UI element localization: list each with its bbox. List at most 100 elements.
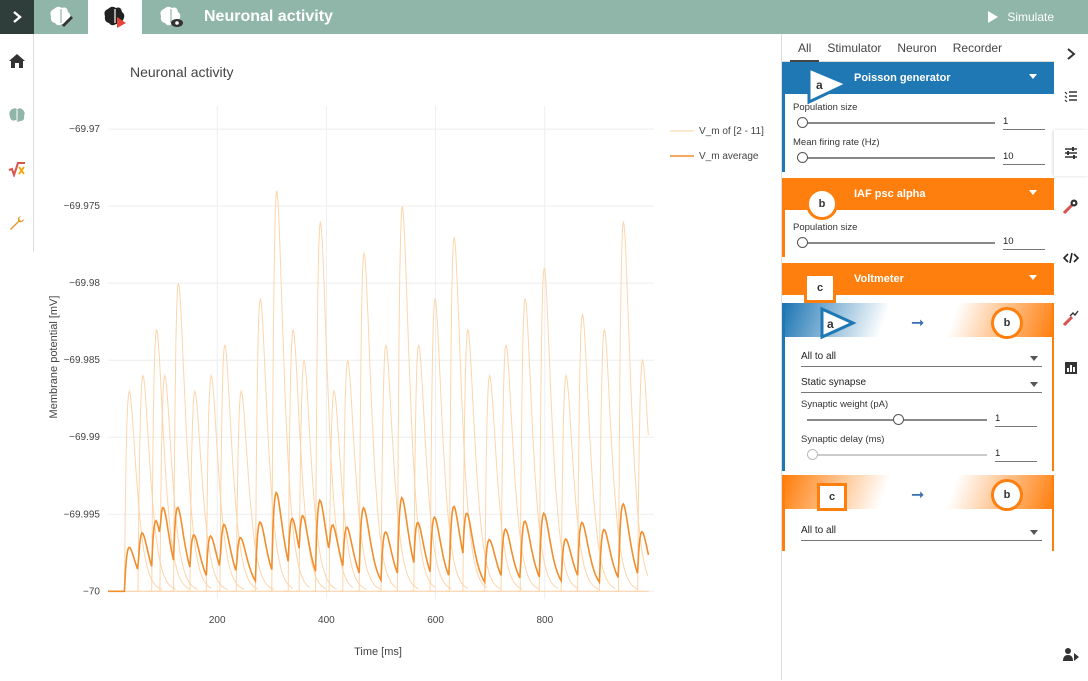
node-header[interactable]: c Voltmeter: [782, 263, 1055, 303]
source-label: a: [827, 317, 834, 331]
nav-network[interactable]: [0, 88, 34, 142]
tab-stimulator[interactable]: Stimulator: [827, 41, 882, 55]
node-card-voltmeter: c Voltmeter: [782, 263, 1055, 303]
firing-rate-slider[interactable]: [797, 151, 995, 165]
expand-caret-icon[interactable]: [1029, 190, 1037, 195]
x-tick-label: 200: [209, 615, 226, 626]
node-params: Population size 10: [782, 210, 1055, 257]
target-label: b: [991, 479, 1023, 511]
collapse-panel-button[interactable]: [1054, 34, 1088, 74]
synapse-model-value: Static synapse: [801, 377, 867, 388]
trace-line: [121, 389, 163, 592]
simulate-label: Simulate: [1007, 10, 1054, 24]
chevron-down-icon: [1030, 530, 1038, 535]
node-list-button[interactable]: [1054, 76, 1088, 116]
synaptic-weight-slider[interactable]: [807, 413, 987, 427]
expand-caret-icon[interactable]: [1029, 275, 1037, 280]
wrench-icon: [10, 216, 24, 230]
top-bar: Neuronal activity Simulate: [0, 0, 1088, 34]
right-toolbar: [1054, 34, 1088, 680]
node-name: Voltmeter: [854, 273, 904, 285]
average-line: [108, 490, 650, 593]
population-size-slider[interactable]: [797, 116, 995, 130]
x-tick-label: 800: [536, 615, 553, 626]
nav-models[interactable]: [0, 142, 34, 196]
nav-settings[interactable]: [0, 196, 34, 250]
y-tick-label: −70: [83, 586, 100, 597]
trace-line: [536, 267, 578, 592]
connection-card-a-b: a ➞ b All to all Static synapse Synaptic…: [782, 303, 1055, 471]
trace-line: [446, 236, 488, 592]
trace-line: [233, 389, 275, 592]
bar-chart-button[interactable]: [1054, 348, 1088, 388]
node-params: Population size 1 Mean firing rate (Hz) …: [782, 94, 1055, 172]
code-icon: [1063, 252, 1079, 264]
chevron-down-icon: [1030, 356, 1038, 361]
play-icon: [988, 11, 999, 23]
user-play-icon: [1063, 648, 1079, 661]
param-label: Synaptic delay (ms): [801, 434, 885, 445]
y-axis-label: Membrane potential [mV]: [48, 296, 60, 419]
synaptic-delay-slider[interactable]: [807, 448, 987, 462]
chart-svg[interactable]: −69.97 −69.975 −69.98 −69.985 −69.99 −69.995 −…: [36, 40, 778, 676]
chart-title: Neuronal activity: [130, 64, 234, 80]
synaptic-weight-input[interactable]: 1: [995, 413, 1037, 427]
brain-icon: [9, 108, 25, 122]
synapse-model-select[interactable]: Static synapse: [801, 371, 1042, 393]
chevron-right-icon: [13, 11, 22, 23]
connection-header[interactable]: c ➞ b: [785, 475, 1052, 511]
arrow-right-icon: ➞: [911, 315, 925, 332]
arrow-right-icon: ➞: [911, 487, 925, 504]
source-label: c: [817, 483, 847, 511]
model-sqrt-icon: [8, 162, 25, 177]
connection-rule-select[interactable]: All to all: [801, 519, 1042, 541]
node-label: b: [806, 188, 838, 220]
user-play-button[interactable]: [1054, 634, 1088, 674]
list-check-icon: [1064, 91, 1077, 102]
tab-all[interactable]: All: [790, 34, 820, 62]
expand-caret-icon[interactable]: [1029, 74, 1037, 79]
firing-rate-input[interactable]: 10: [1003, 151, 1045, 165]
code-button[interactable]: [1054, 238, 1088, 278]
node-header[interactable]: b IAF psc alpha: [782, 178, 1055, 220]
tab-recorder[interactable]: Recorder: [952, 41, 1003, 55]
node-header[interactable]: a Poisson generator: [782, 62, 1055, 105]
trace-line: [134, 373, 176, 592]
connection-header[interactable]: a ➞ b: [785, 303, 1052, 340]
synaptic-delay-input[interactable]: 1: [995, 448, 1037, 462]
node-name: Poisson generator: [854, 72, 951, 84]
x-tick-label: 400: [318, 615, 335, 626]
tools-button[interactable]: [1054, 186, 1088, 226]
node-name: IAF psc alpha: [854, 188, 926, 200]
trace-line: [497, 344, 540, 592]
chart-tools-button[interactable]: [1054, 298, 1088, 338]
connection-rule-value: All to all: [801, 351, 837, 362]
connection-card-c-b: c ➞ b All to all: [782, 475, 1055, 551]
trace-line: [203, 373, 245, 592]
tab-activity-explorer[interactable]: [144, 0, 198, 34]
y-tick-label: −69.995: [64, 509, 101, 520]
tab-simulation[interactable]: [88, 0, 142, 34]
sidebar-toggle-button[interactable]: [0, 0, 34, 34]
sliders-icon: [1065, 147, 1077, 159]
tab-network-editor[interactable]: [34, 0, 88, 34]
trace-line: [355, 252, 398, 592]
brain-play-icon: [104, 6, 126, 28]
nav-home[interactable]: [0, 34, 34, 88]
home-icon: [9, 54, 25, 68]
population-size-input[interactable]: 1: [1003, 116, 1045, 130]
simulate-button[interactable]: Simulate: [987, 0, 1054, 34]
param-label: Synaptic weight (pA): [801, 399, 889, 410]
brain-edit-icon: [50, 6, 73, 27]
left-nav: [0, 34, 34, 252]
connection-rule-select[interactable]: All to all: [801, 345, 1042, 367]
parameters-button[interactable]: [1054, 130, 1088, 176]
target-label: b: [991, 307, 1023, 339]
population-size-slider[interactable]: [797, 236, 995, 250]
trace-line: [426, 298, 469, 592]
tab-neuron[interactable]: Neuron: [897, 41, 937, 55]
param-label: Population size: [793, 102, 858, 113]
activity-chart: Neuronal activity −69.97 −69.975 −69.98 −69…: [36, 40, 778, 676]
panel-tabs: All Stimulator Neuron Recorder: [782, 34, 1055, 62]
population-size-input[interactable]: 10: [1003, 236, 1045, 250]
